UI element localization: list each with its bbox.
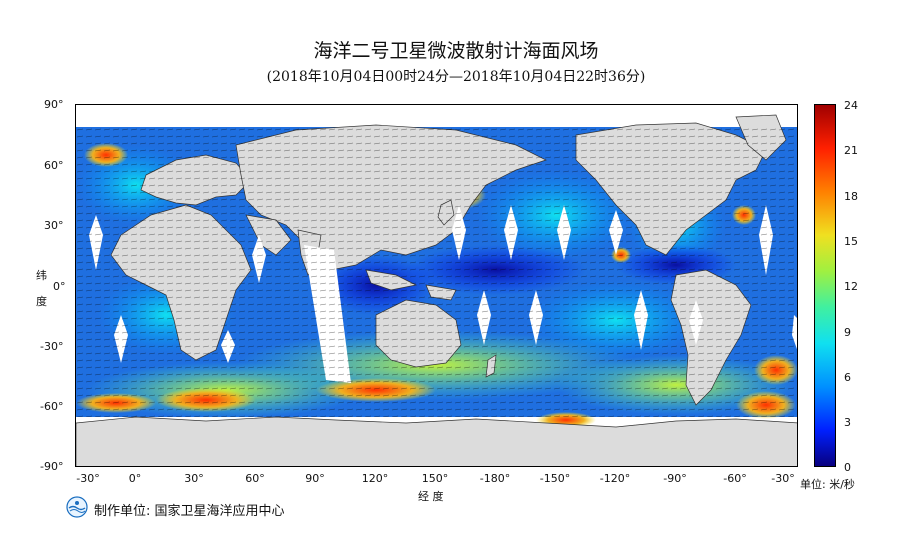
wind-vectors <box>76 127 797 417</box>
colorbar <box>814 104 836 467</box>
lon-tick-5: 120° <box>361 472 389 485</box>
colorbar-tick-15: 15 <box>844 235 858 248</box>
north-polar-nodata <box>76 105 797 127</box>
lon-tick-7: -180° <box>479 472 511 485</box>
lon-tick-4: 90° <box>305 472 325 485</box>
lon-tick-2: 30° <box>184 472 204 485</box>
lat-tick-m30: -30° <box>40 340 64 353</box>
lat-tick-60: 60° <box>44 159 64 172</box>
map-subtitle: (2018年10月04日00时24分—2018年10月04日22时36分) <box>266 69 646 85</box>
colorbar-tick-3: 3 <box>844 416 851 429</box>
lon-tick-10: -90° <box>663 472 687 485</box>
wind-field-map <box>75 104 798 467</box>
colorbar-tick-9: 9 <box>844 326 851 339</box>
colorbar-tick-18: 18 <box>844 190 858 203</box>
lat-tick-0: 0° <box>53 280 66 293</box>
colorbar-tick-21: 21 <box>844 144 858 157</box>
producer-credit: 制作单位: 国家卫星海洋应用中心 <box>94 504 285 519</box>
colorbar-tick-0: 0 <box>844 461 851 474</box>
lat-tick-m60: -60° <box>40 400 64 413</box>
lon-tick-9: -120° <box>599 472 631 485</box>
y-axis-title-2: 度 <box>36 295 47 308</box>
map-svg <box>76 105 797 466</box>
lon-tick-3: 60° <box>245 472 265 485</box>
lon-tick-0: -30° <box>76 472 100 485</box>
nsoas-logo-icon <box>66 496 88 518</box>
colorbar-unit: 单位: 米/秒 <box>800 478 855 491</box>
lat-tick-90: 90° <box>44 98 64 111</box>
lon-tick-12: -30° <box>771 472 795 485</box>
lat-tick-30: 30° <box>44 219 64 232</box>
y-axis-title-1: 纬 <box>36 269 47 282</box>
colorbar-tick-6: 6 <box>844 371 851 384</box>
colorbar-tick-24: 24 <box>844 99 858 112</box>
lat-tick-m90: -90° <box>40 460 64 473</box>
colorbar-tick-12: 12 <box>844 280 858 293</box>
map-title: 海洋二号卫星微波散射计海面风场 <box>313 40 599 62</box>
x-axis-title: 经 度 <box>418 490 444 503</box>
lon-tick-8: -150° <box>539 472 571 485</box>
lon-tick-1: 0° <box>128 472 142 485</box>
lon-tick-6: 150° <box>421 472 449 485</box>
lon-tick-11: -60° <box>723 472 747 485</box>
